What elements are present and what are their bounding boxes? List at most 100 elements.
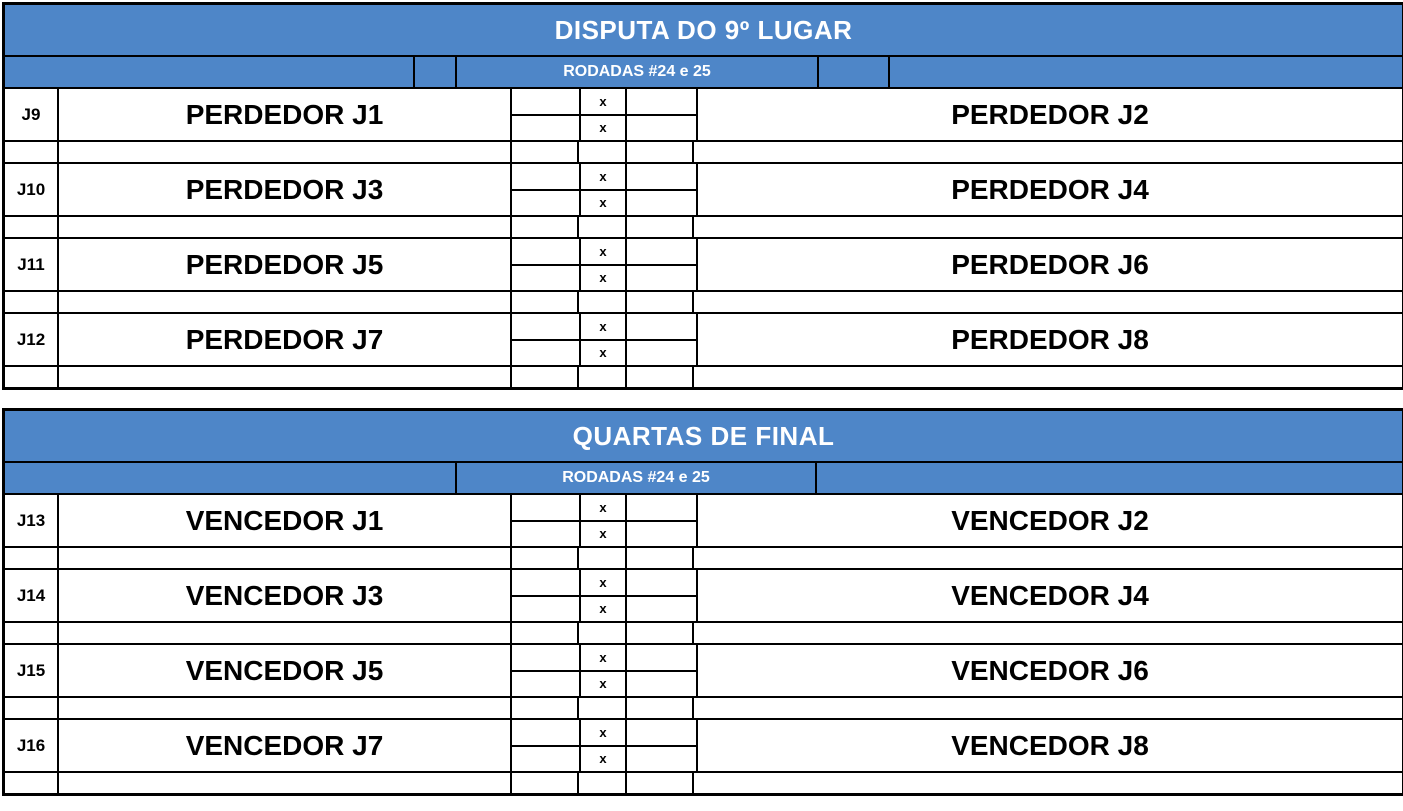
band-cell-blank	[413, 57, 455, 87]
away-score-leg1-cell[interactable]	[627, 495, 696, 520]
away-team-cell[interactable]: PERDEDOR J6	[696, 239, 1402, 290]
away-team-cell[interactable]: VENCEDOR J2	[696, 495, 1402, 546]
score-block: x x	[510, 645, 696, 696]
match-row: J15 VENCEDOR J5 x x VENCEDOR J6	[5, 643, 1402, 696]
home-score-leg2-cell[interactable]	[512, 596, 579, 621]
home-team-cell[interactable]: VENCEDOR J7	[57, 720, 510, 771]
home-score-leg2-cell[interactable]	[512, 265, 579, 290]
away-team-cell[interactable]: PERDEDOR J4	[696, 164, 1402, 215]
away-team-cell[interactable]: VENCEDOR J4	[696, 570, 1402, 621]
away-score-leg2-cell[interactable]	[627, 521, 696, 546]
away-score-leg2-cell[interactable]	[627, 596, 696, 621]
away-score-leg2-cell[interactable]	[627, 265, 696, 290]
away-score-leg2-cell[interactable]	[627, 190, 696, 215]
score-block: x x	[510, 239, 696, 290]
home-score-leg2-cell[interactable]	[512, 340, 579, 365]
leg2-row: x	[512, 746, 696, 771]
spacer-cell	[510, 548, 577, 568]
band-cell-blank	[815, 463, 1402, 493]
spacer-cell	[510, 142, 577, 162]
away-team-cell[interactable]: PERDEDOR J8	[696, 314, 1402, 365]
section-title-bar: DISPUTA DO 9º LUGAR	[5, 5, 1402, 55]
score-separator-cell: x	[579, 89, 627, 114]
spacer-cell	[510, 292, 577, 312]
away-score-leg1-cell[interactable]	[627, 645, 696, 670]
score-block: x x	[510, 314, 696, 365]
away-team-name: PERDEDOR J2	[951, 98, 1149, 130]
band-cell-blank	[5, 463, 455, 493]
home-score-leg2-cell[interactable]	[512, 671, 579, 696]
away-score-leg2-cell[interactable]	[627, 115, 696, 140]
home-team-cell[interactable]: PERDEDOR J1	[57, 89, 510, 140]
band-cell-blank	[817, 57, 888, 87]
away-team-name: VENCEDOR J2	[951, 504, 1149, 536]
away-score-leg2-cell[interactable]	[627, 746, 696, 771]
away-score-leg1-cell[interactable]	[627, 89, 696, 114]
home-score-leg1-cell[interactable]	[512, 495, 579, 520]
spacer-cell	[57, 623, 510, 643]
match-row: J10 PERDEDOR J3 x x PERDEDOR J4	[5, 162, 1402, 215]
match-id: J12	[16, 329, 46, 349]
match-id: J11	[17, 254, 45, 274]
home-score-leg1-cell[interactable]	[512, 239, 579, 264]
score-separator: x	[599, 601, 607, 617]
score-separator-cell: x	[579, 314, 627, 339]
home-score-leg1-cell[interactable]	[512, 570, 579, 595]
spacer-row	[5, 290, 1402, 312]
leg1-row: x	[512, 570, 696, 597]
spacer-cell	[577, 698, 625, 718]
away-score-leg1-cell[interactable]	[627, 720, 696, 745]
match-id: J13	[16, 510, 46, 530]
away-score-leg1-cell[interactable]	[627, 314, 696, 339]
home-team-cell[interactable]: PERDEDOR J5	[57, 239, 510, 290]
spacer-cell	[5, 217, 57, 237]
home-score-leg1-cell[interactable]	[512, 314, 579, 339]
away-team-cell[interactable]: PERDEDOR J2	[696, 89, 1402, 140]
home-score-leg1-cell[interactable]	[512, 164, 579, 189]
home-score-leg2-cell[interactable]	[512, 190, 579, 215]
home-score-leg1-cell[interactable]	[512, 645, 579, 670]
score-separator: x	[599, 574, 607, 590]
score-separator-cell: x	[579, 521, 627, 546]
away-team-name: PERDEDOR J6	[951, 248, 1149, 280]
home-score-leg2-cell[interactable]	[512, 521, 579, 546]
leg1-row: x	[512, 495, 696, 522]
away-score-leg2-cell[interactable]	[627, 671, 696, 696]
away-team-cell[interactable]: VENCEDOR J8	[696, 720, 1402, 771]
home-team-cell[interactable]: VENCEDOR J3	[57, 570, 510, 621]
score-separator-cell: x	[579, 164, 627, 189]
leg1-row: x	[512, 164, 696, 191]
score-separator: x	[599, 751, 607, 767]
home-team-cell[interactable]: VENCEDOR J5	[57, 645, 510, 696]
home-team-name: VENCEDOR J5	[185, 654, 384, 686]
match-row: J11 PERDEDOR J5 x x PERDEDOR J6	[5, 237, 1402, 290]
spacer-cell	[692, 698, 1402, 718]
section-quarterfinals: QUARTAS DE FINAL RODADAS #24 e 25 J13 VE…	[2, 408, 1403, 796]
home-score-leg2-cell[interactable]	[512, 746, 579, 771]
round-label: RODADAS #24 e 25	[563, 63, 711, 80]
home-team-cell[interactable]: PERDEDOR J7	[57, 314, 510, 365]
home-score-leg2-cell[interactable]	[512, 115, 579, 140]
home-score-leg1-cell[interactable]	[512, 89, 579, 114]
spacer-cell	[625, 292, 692, 312]
away-score-leg1-cell[interactable]	[627, 239, 696, 264]
spacer-cell	[57, 367, 510, 387]
score-separator: x	[599, 168, 607, 184]
band-cell-blank	[5, 57, 413, 87]
score-separator: x	[599, 243, 607, 259]
away-score-leg1-cell[interactable]	[627, 164, 696, 189]
home-team-cell[interactable]: PERDEDOR J3	[57, 164, 510, 215]
away-team-name: VENCEDOR J8	[951, 729, 1149, 761]
score-separator-cell: x	[579, 115, 627, 140]
spacer-row	[5, 771, 1402, 793]
away-score-leg2-cell[interactable]	[627, 340, 696, 365]
home-team-cell[interactable]: VENCEDOR J1	[57, 495, 510, 546]
spacer-cell	[625, 773, 692, 793]
section-ninth-place: DISPUTA DO 9º LUGAR RODADAS #24 e 25 J9 …	[2, 2, 1403, 390]
away-score-leg1-cell[interactable]	[627, 570, 696, 595]
home-score-leg1-cell[interactable]	[512, 720, 579, 745]
away-team-cell[interactable]: VENCEDOR J6	[696, 645, 1402, 696]
spacer-cell	[625, 698, 692, 718]
spacer-cell	[57, 292, 510, 312]
